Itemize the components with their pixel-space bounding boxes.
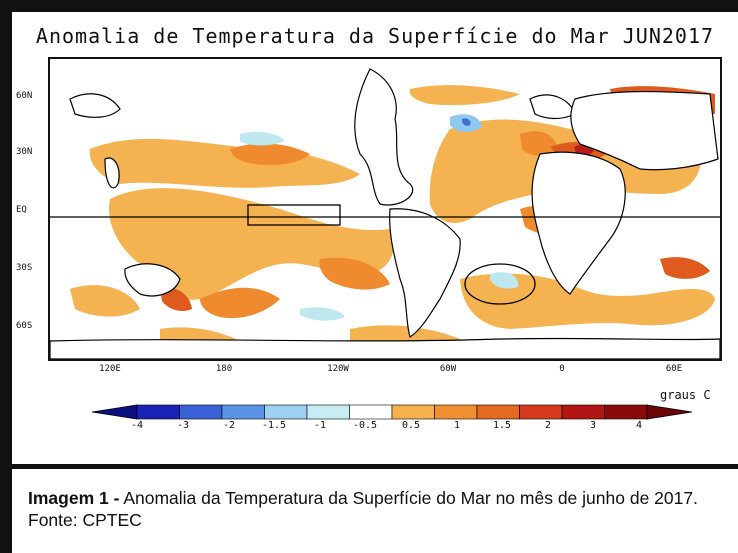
lat-label-30n: 30N xyxy=(16,147,33,157)
sst-anomaly-map xyxy=(48,57,722,361)
colorbar-label: 2 xyxy=(544,420,552,431)
colorbar-cell xyxy=(391,404,435,420)
map-panel: Anomalia de Temperatura da Superfície do… xyxy=(12,12,738,464)
colorbar-cell xyxy=(136,404,180,420)
colorbar-label: -3 xyxy=(176,420,190,431)
lon-label-120w: 120W xyxy=(327,364,349,374)
map-canvas xyxy=(50,68,720,359)
colorbar-label: 1 xyxy=(453,420,461,431)
lat-label-60s: 60S xyxy=(16,321,33,331)
continents xyxy=(50,68,720,359)
lon-label-0: 0 xyxy=(559,364,565,374)
colorbar-label: 0.5 xyxy=(401,420,421,431)
figure-caption: Imagem 1 - Anomalia da Temperatura da Su… xyxy=(12,469,738,553)
cool-anomaly-fields xyxy=(240,114,519,321)
lon-label-180: 180 xyxy=(215,364,233,374)
lon-label-60w: 60W xyxy=(439,364,457,374)
colorbar-cells xyxy=(136,404,648,420)
colorbar-cell xyxy=(476,404,520,420)
colorbar-cell xyxy=(264,404,308,420)
colorbar-label: -4 xyxy=(130,420,144,431)
colorbar-arrow-left xyxy=(92,404,138,420)
units-label: graus C xyxy=(660,388,711,402)
lat-label-30s: 30S xyxy=(16,263,33,273)
caption-text: Anomalia da Temperatura da Superfície do… xyxy=(28,488,698,530)
colorbar-label: 3 xyxy=(589,420,597,431)
colorbar-label: 4 xyxy=(635,420,643,431)
lon-label-60e: 60E xyxy=(665,364,683,374)
lat-label-60n: 60N xyxy=(16,91,33,101)
colorbar-cell xyxy=(306,404,350,420)
caption-label: Imagem 1 - xyxy=(28,488,120,508)
colorbar-label: 1.5 xyxy=(492,420,512,431)
map-title: Anomalia de Temperatura da Superfície do… xyxy=(35,24,715,48)
colorbar-label: -0.5 xyxy=(352,420,378,431)
lat-label-eq: EQ xyxy=(16,205,27,215)
colorbar-label: -2 xyxy=(222,420,236,431)
colorbar-arrow-right xyxy=(646,404,692,420)
colorbar-cell xyxy=(561,404,605,420)
colorbar-label: -1.5 xyxy=(261,420,287,431)
colorbar-cell xyxy=(604,404,648,420)
colorbar-cell xyxy=(179,404,223,420)
colorbar-label: -1 xyxy=(313,420,327,431)
highlight-ellipse xyxy=(464,263,536,305)
colorbar-cell xyxy=(221,404,265,420)
lon-label-120e: 120E xyxy=(99,364,121,374)
colorbar-cell xyxy=(519,404,563,420)
colorbar-cell xyxy=(349,404,393,420)
colorbar xyxy=(92,404,692,420)
colorbar-cell xyxy=(434,404,478,420)
highlight-box xyxy=(247,204,341,226)
